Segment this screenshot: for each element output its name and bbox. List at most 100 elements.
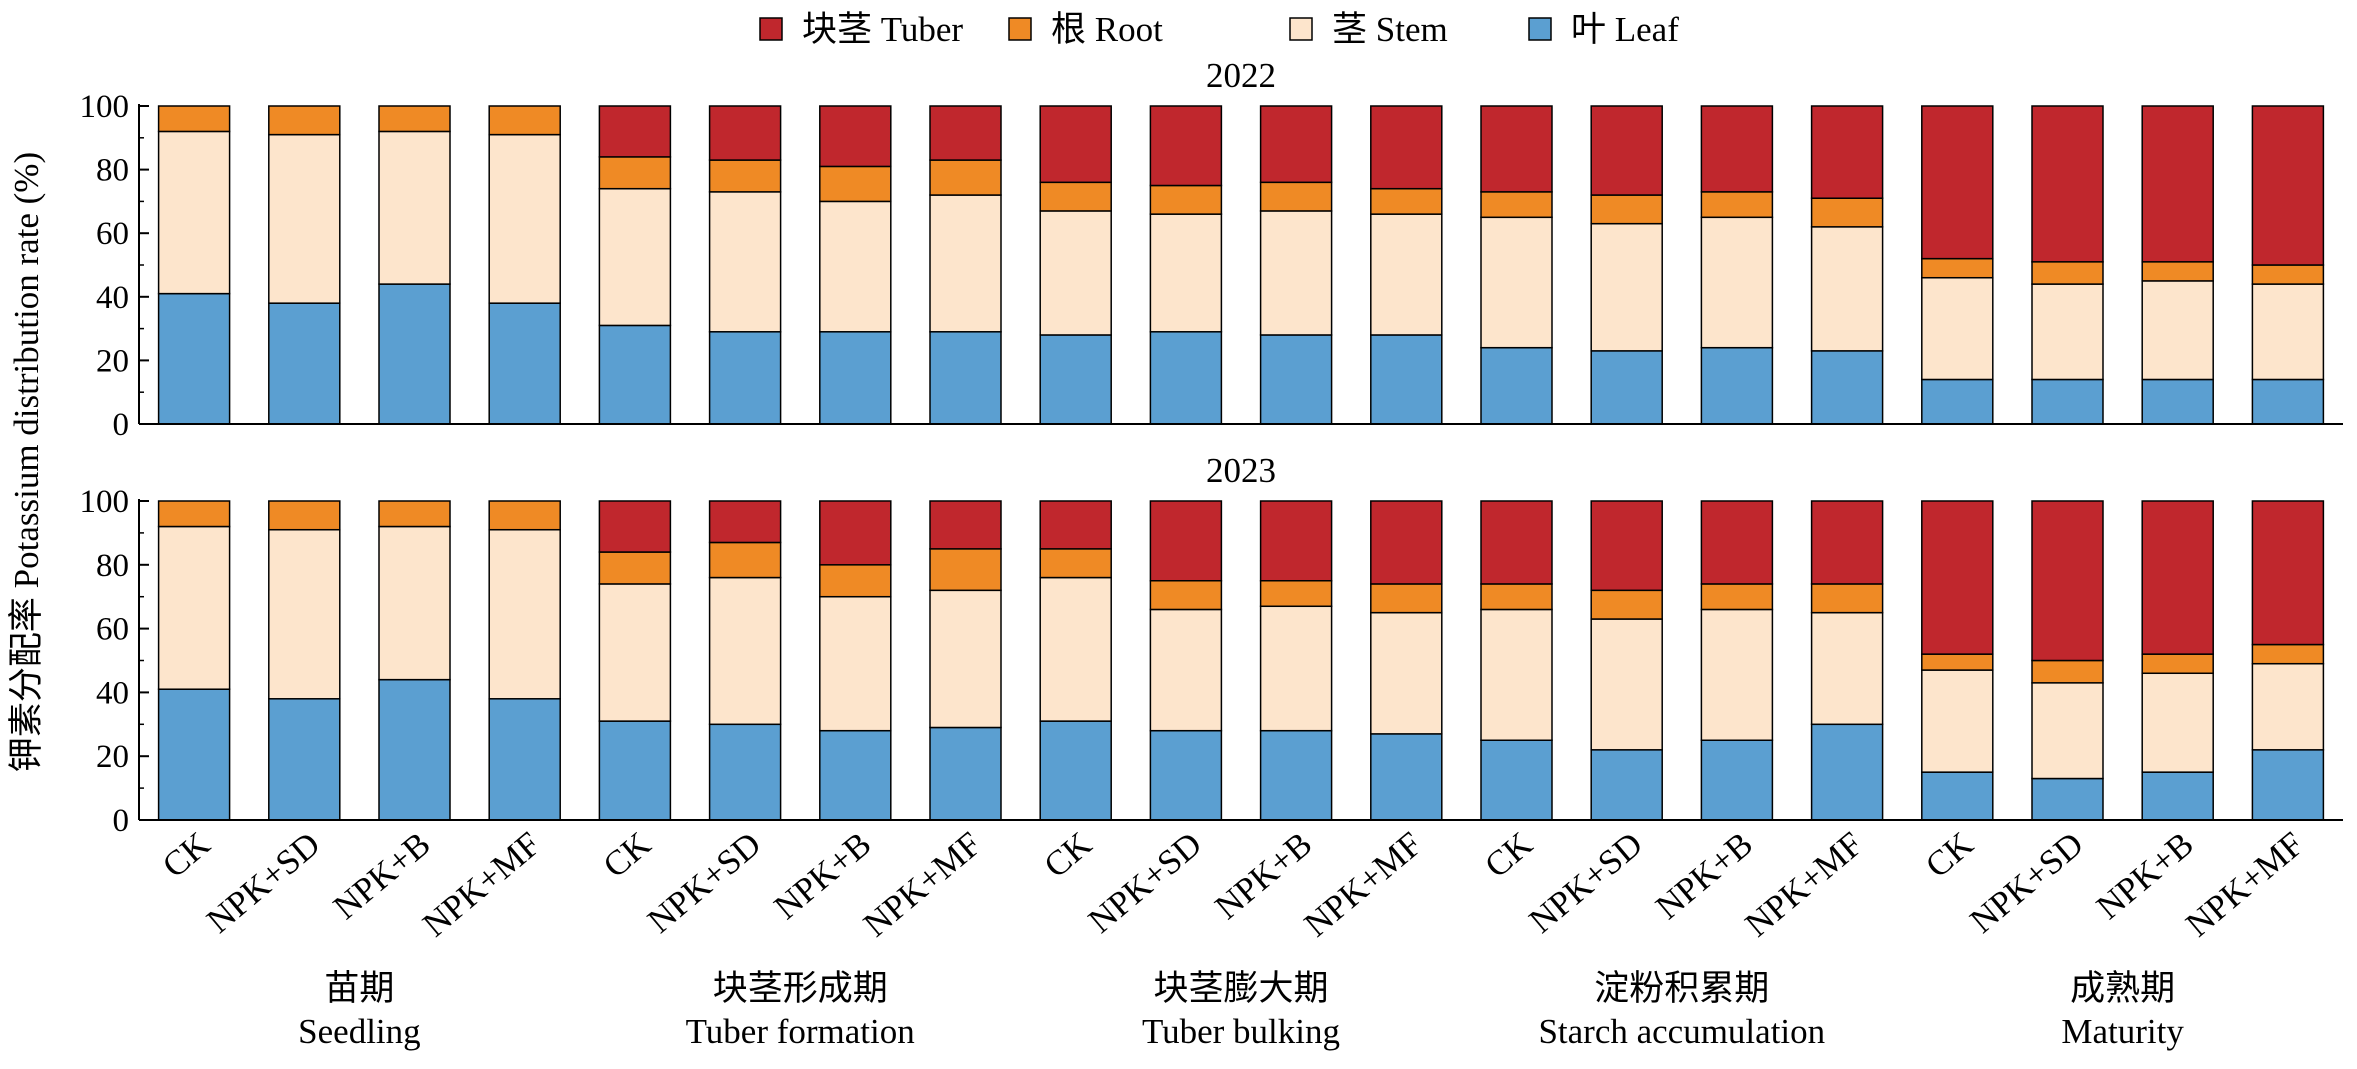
bar-segment-tuber xyxy=(1700,500,1774,585)
bar-segment-stem xyxy=(378,130,451,285)
bar-segment-stem xyxy=(157,525,231,690)
bar-11 xyxy=(1259,500,1333,821)
bar-segment-stem xyxy=(2141,280,2214,381)
bar-segment-leaf xyxy=(2251,749,2325,821)
bar-segment-leaf xyxy=(268,302,341,425)
bar-7 xyxy=(819,500,892,821)
bar-6 xyxy=(708,105,782,425)
bar-segment-stem xyxy=(1039,210,1112,336)
legend-label-leaf: 叶 Leaf xyxy=(1571,10,1679,49)
bar-segment-leaf xyxy=(598,324,672,425)
bar-segment-root xyxy=(929,548,1002,592)
x-category-label: NPK+SD xyxy=(199,824,327,940)
bar-segment-root xyxy=(1810,197,1884,228)
bar-segment-leaf xyxy=(1810,350,1884,425)
legend-item-stem: 茎 Stem xyxy=(1289,10,1448,49)
x-category-label: NPK+MF xyxy=(2178,824,2311,944)
bar-segment-root xyxy=(598,156,672,190)
x-category-label: CK xyxy=(596,824,658,885)
bar-segment-root xyxy=(2251,264,2325,285)
bar-segment-leaf xyxy=(1259,729,1333,821)
bar-18 xyxy=(2031,500,2104,821)
bar-segment-root xyxy=(157,500,231,528)
bar-segment-root xyxy=(157,105,231,133)
bar-segment-root xyxy=(1700,191,1774,219)
bar-segment-root xyxy=(2251,643,2325,665)
legend-swatch-stem xyxy=(1289,17,1313,41)
panels: 2022 0 20 40 60 80 100 2023 0 20 40 60 80 100 xyxy=(80,56,2343,839)
stage-label-4: 淀粉积累期 Starch accumulation xyxy=(1538,969,1825,1051)
x-category-label: CK xyxy=(1477,824,1539,885)
y-tick-label: 100 xyxy=(80,484,130,520)
bar-16 xyxy=(1810,500,1884,821)
stage-labels: 苗期 Seedling 块茎形成期 Tuber formation 块茎膨大期 Tuber… xyxy=(298,969,2184,1051)
bar-9 xyxy=(1039,105,1112,425)
bar-segment-tuber xyxy=(1149,500,1223,582)
bar-segment-root xyxy=(1039,548,1112,579)
stage-label-cn: 苗期 xyxy=(324,969,394,1008)
bar-segment-leaf xyxy=(1149,331,1223,425)
bar-19 xyxy=(2141,105,2214,425)
bar-segment-root xyxy=(1590,194,1663,225)
bar-segment-root xyxy=(1039,181,1112,212)
bar-segment-root xyxy=(2031,261,2104,285)
bar-segment-root xyxy=(819,564,892,598)
bar-2 xyxy=(268,500,341,821)
bar-segment-tuber xyxy=(1590,500,1663,592)
bar-segment-stem xyxy=(378,525,451,681)
legend-item-leaf: 叶 Leaf xyxy=(1528,10,1679,49)
bar-segment-tuber xyxy=(708,500,782,544)
bar-segment-leaf xyxy=(819,729,892,821)
bar-segment-leaf xyxy=(1921,378,1994,425)
bar-segment-stem xyxy=(1370,611,1443,735)
bar-15 xyxy=(1700,500,1774,821)
bar-segment-leaf xyxy=(598,720,672,821)
bar-segment-leaf xyxy=(488,302,561,425)
bar-segment-root xyxy=(1259,580,1333,608)
stage-label-1: 苗期 Seedling xyxy=(298,969,420,1051)
bar-15 xyxy=(1700,105,1774,425)
x-category-label: NPK+MF xyxy=(1297,824,1430,944)
bar-3 xyxy=(378,500,451,821)
bar-segment-tuber xyxy=(2031,500,2104,662)
bar-segment-stem xyxy=(1700,216,1774,349)
bar-segment-tuber xyxy=(1149,105,1223,187)
x-category-label: NPK+MF xyxy=(856,824,989,944)
y-tick-label: 20 xyxy=(96,739,129,775)
bar-segment-tuber xyxy=(819,105,892,168)
bar-16 xyxy=(1810,105,1884,425)
bar-segment-tuber xyxy=(929,500,1002,550)
bar-segment-leaf xyxy=(1921,771,1994,821)
bar-segment-root xyxy=(1259,181,1333,212)
x-category-label: CK xyxy=(1918,824,1980,885)
bar-segment-tuber xyxy=(1921,500,1994,655)
bar-11 xyxy=(1259,105,1333,425)
bar-segment-leaf xyxy=(1480,739,1553,821)
stage-label-2: 块茎形成期 Tuber formation xyxy=(686,969,915,1051)
legend-label-tuber: 块茎 Tuber xyxy=(802,10,963,49)
bar-20 xyxy=(2251,500,2325,821)
bar-18 xyxy=(2031,105,2104,425)
bar-5 xyxy=(598,105,672,425)
stage-label-3: 块茎膨大期 Tuber bulking xyxy=(1142,969,1340,1051)
bar-segment-stem xyxy=(1039,576,1112,722)
bar-14 xyxy=(1590,500,1663,821)
bar-segment-leaf xyxy=(929,331,1002,425)
bar-3 xyxy=(378,105,451,425)
y-tick-label: 40 xyxy=(96,280,129,316)
bar-12 xyxy=(1370,105,1443,425)
x-category-label: CK xyxy=(155,824,217,885)
bar-19 xyxy=(2141,500,2214,821)
bar-segment-root xyxy=(1149,184,1223,215)
bar-segment-leaf xyxy=(2031,777,2104,821)
bar-segment-stem xyxy=(2031,283,2104,381)
bar-segment-stem xyxy=(488,528,561,700)
bar-segment-tuber xyxy=(1259,105,1333,184)
bar-segment-leaf xyxy=(2031,378,2104,425)
y-axis-label: 钾素分配率 Potassium distribution rate (%) xyxy=(7,152,46,772)
bar-9 xyxy=(1039,500,1112,821)
bar-segment-stem xyxy=(1590,618,1663,751)
bar-segment-root xyxy=(1370,187,1443,215)
